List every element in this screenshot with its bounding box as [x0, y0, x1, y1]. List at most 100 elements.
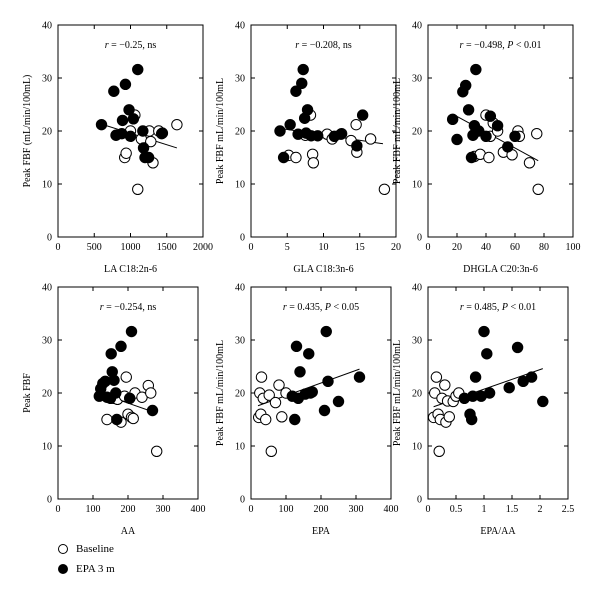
x-tick-label: 200 — [121, 504, 136, 515]
epa-point — [123, 104, 135, 116]
epa-point — [503, 382, 515, 394]
baseline-point — [120, 147, 132, 159]
baseline-point — [307, 157, 320, 169]
epa-point — [290, 340, 303, 353]
epa-point — [301, 104, 314, 116]
y-tick-label: 10 — [42, 180, 52, 191]
x-tick-label: 0 — [56, 242, 61, 253]
y-axis-label: Peak FBF — [22, 373, 33, 413]
epa-point — [511, 341, 524, 354]
x-axis-label: EPA/AA — [480, 526, 516, 537]
chart-panel-2: 0 5 10 15 20 0 10 20 30 40 GLA C18:3n-6 Peak FBF mL… — [215, 21, 401, 276]
y-axis-label: Peak FBF mL/min/100mL — [215, 340, 226, 446]
chart-panel-4: 0 100 200 300 400 0 10 20 30 40 AA Peak FBF r = −0.2… — [22, 283, 206, 538]
x-tick-label: 1.5 — [506, 504, 519, 515]
epa-point — [537, 395, 549, 408]
x-tick-label: 300 — [349, 504, 364, 515]
y-tick-label: 30 — [42, 336, 52, 347]
epa-point — [156, 127, 169, 139]
x-axis-label: LA C18:2n-6 — [104, 264, 157, 275]
epa-point — [296, 77, 308, 90]
x-tick-label: 0 — [249, 504, 254, 515]
epa-point — [115, 340, 127, 353]
plot-frame — [427, 286, 569, 500]
epa-point — [451, 133, 463, 146]
epa-point — [481, 348, 493, 360]
y-tick-label: 40 — [412, 283, 422, 294]
y-tick-label: 10 — [42, 442, 52, 453]
baseline-point — [350, 118, 362, 131]
y-tick-label: 20 — [42, 389, 52, 400]
baseline-point — [145, 387, 157, 399]
x-axis-label: EPA — [312, 526, 331, 537]
y-axis-label: Peak FBF (mL/min/100mL) — [22, 75, 33, 188]
stat-annotation: r = 0.485, P < 0.01 — [460, 302, 536, 313]
epa-point — [491, 120, 504, 132]
y-tick-label: 20 — [235, 389, 245, 400]
epa-point — [460, 79, 472, 92]
x-tick-label: 400 — [191, 504, 206, 515]
x-tick-label: 80 — [539, 242, 549, 253]
y-tick-label: 40 — [42, 283, 52, 294]
y-tick-label: 0 — [47, 495, 52, 506]
x-tick-label: 10 — [319, 242, 329, 253]
chart-panel-5: 0 100 200 300 400 0 10 20 30 40 EPA Peak FBF mL/min… — [215, 283, 399, 538]
baseline-point — [364, 133, 377, 145]
x-tick-label: 0 — [426, 242, 431, 253]
y-tick-label: 10 — [412, 442, 422, 453]
epa-point — [478, 325, 490, 338]
x-tick-label: 15 — [355, 242, 365, 253]
epa-point — [525, 371, 538, 383]
epa-point — [446, 113, 459, 126]
baseline-point — [378, 183, 391, 196]
baseline-point — [532, 183, 544, 196]
x-tick-label: 2.5 — [562, 504, 575, 515]
epa-point — [127, 113, 140, 125]
y-tick-label: 40 — [235, 21, 245, 32]
stat-annotation: r = −0.208, ns — [295, 40, 352, 51]
x-tick-label: 20 — [391, 242, 401, 253]
epa-point — [124, 130, 137, 143]
epa-point — [119, 78, 132, 91]
baseline-point — [273, 379, 285, 391]
x-tick-label: 500 — [87, 242, 102, 253]
y-tick-label: 0 — [417, 233, 422, 244]
epa-point — [297, 63, 309, 76]
y-tick-label: 30 — [42, 74, 52, 85]
epa-point — [146, 404, 159, 417]
y-tick-label: 30 — [412, 74, 422, 85]
baseline-point — [290, 151, 302, 164]
epa-point — [318, 404, 331, 417]
y-tick-label: 30 — [235, 336, 245, 347]
y-tick-label: 0 — [240, 233, 245, 244]
baseline-point — [145, 135, 157, 148]
epa-point — [335, 128, 347, 140]
y-tick-label: 20 — [412, 127, 422, 138]
baseline-point — [120, 371, 132, 383]
y-tick-label: 20 — [412, 389, 422, 400]
x-tick-label: 0 — [249, 242, 254, 253]
y-tick-label: 0 — [240, 495, 245, 506]
epa-point — [137, 125, 149, 137]
legend-item-epa: EPA 3 m — [58, 559, 258, 579]
baseline-point — [531, 127, 543, 140]
baseline-point — [433, 445, 445, 457]
baseline-point — [255, 371, 268, 383]
epa-point — [111, 413, 123, 426]
y-axis-label: Peak FBF mL/min/100mL — [215, 78, 226, 184]
epa-point — [480, 130, 492, 143]
epa-point — [142, 151, 155, 164]
baseline-point — [430, 371, 443, 383]
y-tick-label: 20 — [42, 127, 52, 138]
epa-point — [351, 140, 363, 152]
epa-point — [137, 142, 150, 154]
x-tick-label: 100 — [86, 504, 101, 515]
baseline-point — [269, 396, 282, 409]
epa-point — [470, 63, 482, 76]
epa-point — [320, 325, 332, 338]
x-tick-label: 1000 — [121, 242, 141, 253]
stat-annotation: r = −0.498, P < 0.01 — [460, 40, 542, 51]
chart-panel-1: 0 500 1000 1500 2000 0 10 20 30 40 LA C18:2n-6 Peak… — [22, 21, 213, 276]
epa-point — [294, 366, 306, 378]
stat-annotation: r = −0.25, ns — [105, 40, 157, 51]
